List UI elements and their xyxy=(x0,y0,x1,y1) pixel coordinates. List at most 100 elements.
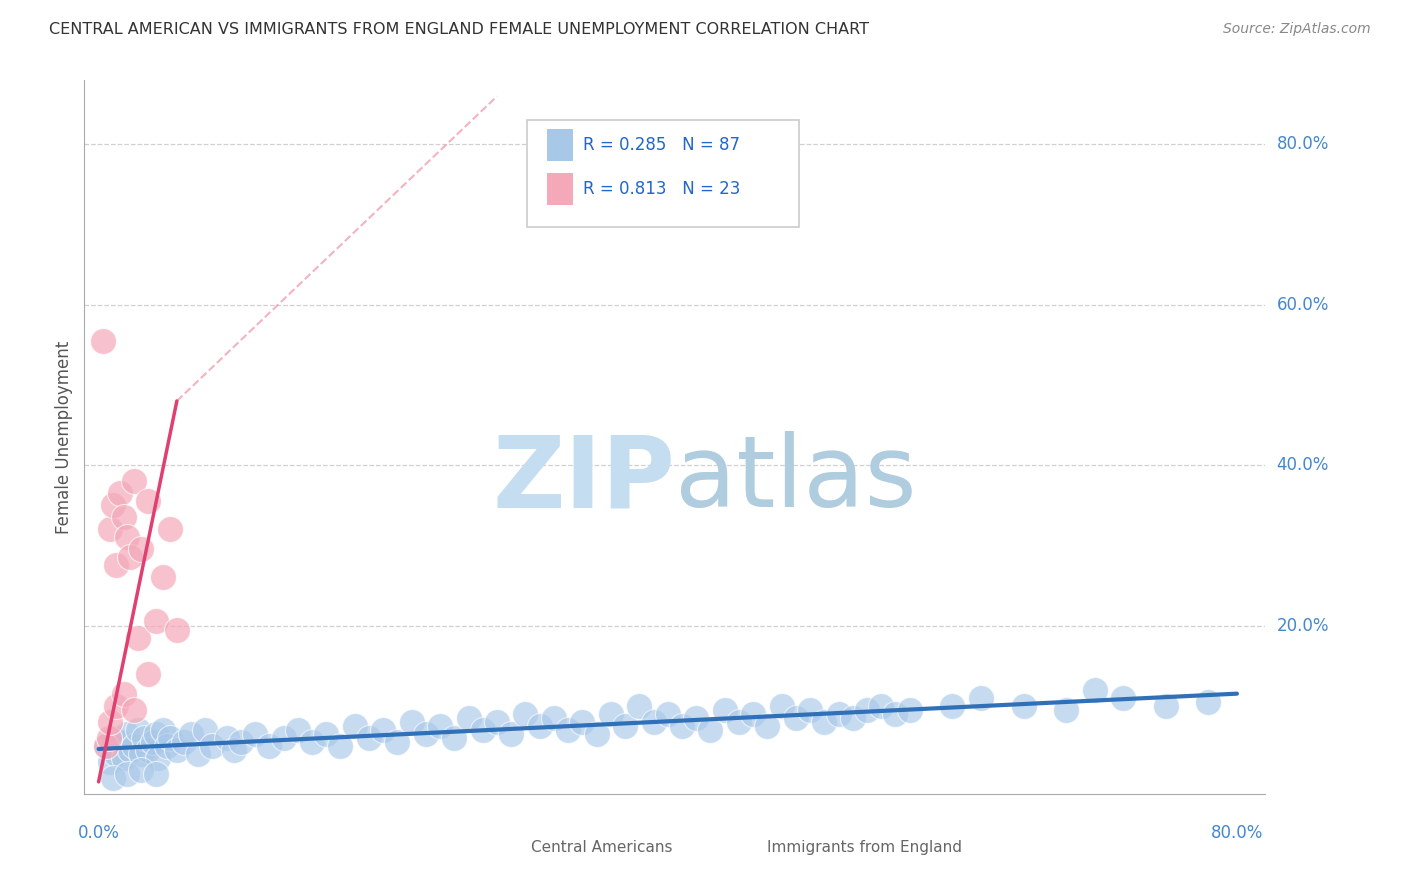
Text: atlas: atlas xyxy=(675,432,917,528)
Point xyxy=(387,735,409,749)
Point xyxy=(115,767,138,781)
Point xyxy=(91,334,114,348)
Text: R = 0.285   N = 87: R = 0.285 N = 87 xyxy=(582,136,740,154)
Point xyxy=(343,719,366,733)
Point xyxy=(685,711,707,725)
Point xyxy=(770,698,793,713)
Point xyxy=(485,714,508,729)
Point xyxy=(180,727,202,741)
Point xyxy=(142,735,165,749)
Point xyxy=(571,714,593,729)
Point xyxy=(118,550,141,565)
Point xyxy=(301,735,323,749)
Point xyxy=(98,755,121,769)
Point xyxy=(138,494,160,508)
Point xyxy=(1112,690,1135,705)
Point xyxy=(134,731,156,745)
Point xyxy=(112,687,135,701)
Text: 80.0%: 80.0% xyxy=(1211,824,1263,842)
Point xyxy=(129,763,152,777)
Point xyxy=(201,739,224,753)
Point xyxy=(115,530,138,544)
Point xyxy=(898,703,921,717)
Point xyxy=(970,690,993,705)
Point xyxy=(471,723,494,737)
Text: 0.0%: 0.0% xyxy=(77,824,120,842)
Y-axis label: Female Unemployment: Female Unemployment xyxy=(55,341,73,533)
Text: R = 0.813   N = 23: R = 0.813 N = 23 xyxy=(582,180,740,198)
Point xyxy=(742,706,765,721)
Text: Source: ZipAtlas.com: Source: ZipAtlas.com xyxy=(1223,22,1371,37)
Point xyxy=(108,735,131,749)
Point xyxy=(122,739,145,753)
Point xyxy=(941,698,963,713)
Point xyxy=(785,711,807,725)
Point xyxy=(215,731,238,745)
Point xyxy=(1154,698,1177,713)
Point xyxy=(870,698,893,713)
Text: Central Americans: Central Americans xyxy=(531,840,672,855)
Point xyxy=(101,498,124,512)
Point xyxy=(138,743,160,757)
Point xyxy=(429,719,451,733)
Point xyxy=(118,743,141,757)
FancyBboxPatch shape xyxy=(547,129,574,161)
Point xyxy=(713,703,735,717)
Point xyxy=(243,727,266,741)
Point xyxy=(628,698,651,713)
FancyBboxPatch shape xyxy=(734,837,759,858)
Point xyxy=(159,522,181,536)
Point xyxy=(643,714,665,729)
Point xyxy=(856,703,879,717)
Point xyxy=(501,727,523,741)
Point xyxy=(529,719,551,733)
Text: CENTRAL AMERICAN VS IMMIGRANTS FROM ENGLAND FEMALE UNEMPLOYMENT CORRELATION CHAR: CENTRAL AMERICAN VS IMMIGRANTS FROM ENGL… xyxy=(49,22,869,37)
Point xyxy=(152,723,174,737)
Point xyxy=(357,731,380,745)
Point xyxy=(229,735,252,749)
Point xyxy=(373,723,395,737)
FancyBboxPatch shape xyxy=(547,173,574,205)
Point xyxy=(108,486,131,500)
Point xyxy=(842,711,865,725)
Point xyxy=(585,727,607,741)
Point xyxy=(827,706,849,721)
Point xyxy=(101,771,124,785)
Point xyxy=(101,731,124,745)
Point xyxy=(104,747,127,761)
Point xyxy=(1054,703,1077,717)
Point xyxy=(515,706,537,721)
Point xyxy=(173,735,195,749)
Point xyxy=(287,723,309,737)
Point xyxy=(222,743,245,757)
Point xyxy=(145,727,167,741)
Point xyxy=(187,747,209,761)
Point xyxy=(104,558,127,573)
Point xyxy=(112,751,135,765)
Point xyxy=(799,703,821,717)
Point xyxy=(94,739,117,753)
Point xyxy=(443,731,465,745)
Point xyxy=(129,747,152,761)
Point xyxy=(145,615,167,629)
Point xyxy=(273,731,295,745)
Point xyxy=(614,719,637,733)
Point xyxy=(122,474,145,488)
Point xyxy=(884,706,907,721)
Point xyxy=(138,666,160,681)
Text: 80.0%: 80.0% xyxy=(1277,136,1329,153)
Point xyxy=(129,542,152,557)
Point xyxy=(115,727,138,741)
Point xyxy=(259,739,281,753)
Point xyxy=(159,731,181,745)
Point xyxy=(194,723,217,737)
Point xyxy=(122,703,145,717)
Point xyxy=(148,751,170,765)
Point xyxy=(156,739,179,753)
Point xyxy=(329,739,352,753)
Point xyxy=(97,731,120,745)
Point xyxy=(104,698,127,713)
Point xyxy=(543,711,565,725)
Point xyxy=(112,510,135,524)
Text: 40.0%: 40.0% xyxy=(1277,456,1329,475)
